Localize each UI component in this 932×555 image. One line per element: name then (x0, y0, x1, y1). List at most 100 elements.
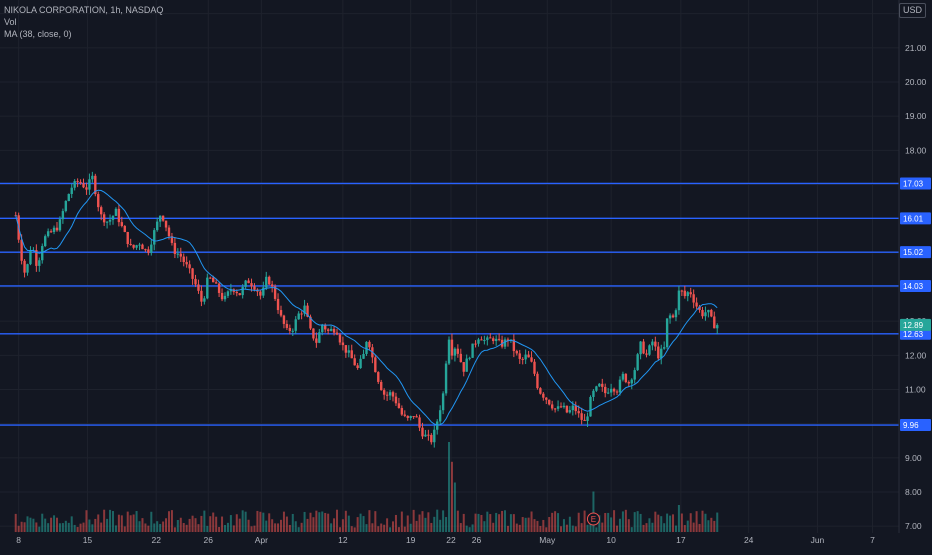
price-level-badge-text: 16.01 (903, 214, 924, 223)
time-tick-label: Apr (255, 535, 268, 545)
volume-bar (53, 515, 56, 532)
ma-indicator-label[interactable]: MA (38, close, 0) (4, 29, 72, 39)
candle-body (76, 181, 79, 183)
volume-bar (689, 513, 692, 532)
volume-bar (238, 518, 241, 532)
candle-body (462, 362, 465, 372)
candle-body (627, 382, 631, 384)
volume-bar (82, 522, 85, 532)
volume-bar (610, 517, 613, 532)
candle-body (105, 221, 109, 223)
markers[interactable]: E (586, 512, 600, 526)
candle-body (282, 315, 286, 324)
price-axis-panel (899, 0, 932, 550)
candle-body (176, 253, 180, 255)
candle-body (639, 341, 642, 355)
candle-body (279, 310, 283, 316)
volume-bar (165, 518, 168, 532)
price-level-badge-text: 15.02 (903, 248, 924, 257)
volume-bar (197, 524, 200, 532)
volume-bar (256, 510, 259, 532)
volume-bar (627, 519, 630, 532)
candle-body (450, 339, 454, 356)
candle-body (382, 390, 386, 395)
volume-bar (156, 521, 159, 532)
price-level-badge-text: 9.96 (903, 421, 919, 430)
volume-bar (109, 509, 112, 532)
candle-body (235, 291, 238, 294)
candle-body (568, 410, 572, 413)
candle-body (388, 392, 392, 396)
volume-bar (639, 513, 642, 532)
candle-body (577, 411, 580, 414)
candle-body (262, 287, 265, 296)
volume-bar (191, 515, 194, 532)
volume-bar (418, 514, 421, 532)
candle-body (61, 211, 65, 220)
volume-bar (321, 511, 324, 532)
candle-body (621, 373, 625, 380)
volume-bar (141, 518, 144, 532)
candle-body (341, 342, 345, 346)
volume-bar (421, 511, 424, 532)
candle-body (38, 260, 41, 266)
volume-bar (439, 519, 442, 532)
volume-bars (14, 442, 719, 532)
volume-bar (312, 517, 315, 532)
candle-body (624, 373, 628, 383)
candle-body (294, 319, 297, 331)
candle-body (20, 239, 23, 261)
volume-bar (226, 522, 229, 532)
time-tick-label: 7 (870, 535, 875, 545)
volume-bar (297, 527, 300, 532)
candle-body (64, 201, 68, 212)
volume-bar (453, 482, 456, 532)
candle-body (147, 249, 150, 253)
candle-body (533, 361, 536, 374)
volume-bar (120, 515, 123, 532)
time-tick-label: Jun (811, 535, 825, 545)
symbol-title[interactable]: NIKOLA CORPORATION, 1h, NASDAQ (4, 5, 164, 15)
candle-body (592, 390, 595, 397)
volume-bar (412, 509, 415, 532)
volume-bar (327, 513, 330, 532)
candle-body (318, 332, 321, 343)
volume-bar (347, 515, 350, 532)
price-tick-label: 11.00 (905, 385, 926, 395)
volume-bar (669, 515, 672, 532)
candle-body (99, 207, 103, 215)
candle-body (353, 358, 356, 366)
candle-body (312, 328, 315, 339)
candle-body (167, 227, 171, 237)
volume-indicator-label[interactable]: Vol (4, 17, 17, 27)
volume-bar (309, 512, 312, 532)
volume-bar (450, 461, 453, 532)
candle-body (321, 324, 324, 333)
currency-badge[interactable]: USD (898, 3, 926, 18)
volume-bar (123, 526, 126, 532)
volume-bar (677, 505, 680, 532)
candle-body (129, 244, 132, 246)
volume-bar (433, 516, 436, 532)
candle-body (556, 406, 560, 409)
candle-body (374, 357, 377, 373)
candle-body (421, 427, 424, 437)
volume-bar (459, 523, 462, 532)
volume-bar (338, 527, 341, 532)
candle-body (324, 324, 327, 330)
volume-bar (672, 514, 675, 532)
candle-body (562, 405, 566, 408)
candle-body (412, 416, 415, 418)
candle-body (630, 379, 633, 384)
horizontal-levels[interactable] (0, 182, 899, 426)
candle-body (606, 392, 610, 394)
candle-body (447, 339, 451, 364)
candle-body (553, 408, 557, 410)
candle-body (150, 244, 153, 253)
axes[interactable]: 7.008.009.0010.0011.0012.0013.0014.0015.… (16, 0, 932, 550)
candle-body (486, 337, 489, 341)
candle-body (273, 286, 277, 299)
volume-bar (483, 521, 486, 532)
